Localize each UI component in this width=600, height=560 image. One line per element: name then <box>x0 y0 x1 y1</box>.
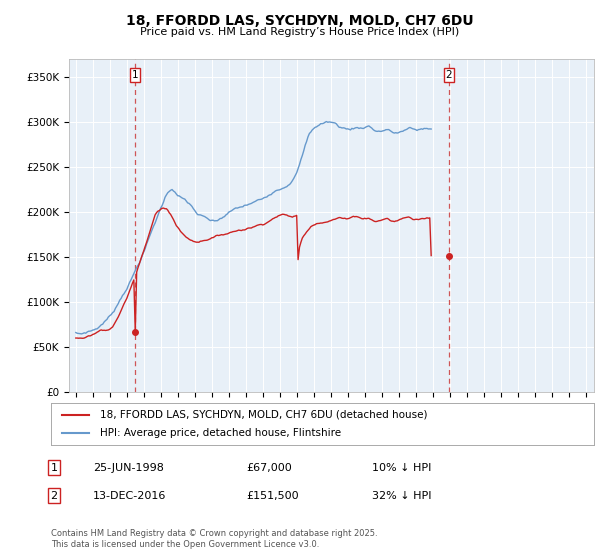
Text: Price paid vs. HM Land Registry’s House Price Index (HPI): Price paid vs. HM Land Registry’s House … <box>140 27 460 37</box>
Text: 13-DEC-2016: 13-DEC-2016 <box>93 491 166 501</box>
Text: 18, FFORDD LAS, SYCHDYN, MOLD, CH7 6DU: 18, FFORDD LAS, SYCHDYN, MOLD, CH7 6DU <box>126 14 474 28</box>
Text: £67,000: £67,000 <box>246 463 292 473</box>
Text: 25-JUN-1998: 25-JUN-1998 <box>93 463 164 473</box>
Text: 2: 2 <box>445 70 452 80</box>
Text: Contains HM Land Registry data © Crown copyright and database right 2025.
This d: Contains HM Land Registry data © Crown c… <box>51 529 377 549</box>
Text: £151,500: £151,500 <box>246 491 299 501</box>
Text: 2: 2 <box>50 491 58 501</box>
Text: HPI: Average price, detached house, Flintshire: HPI: Average price, detached house, Flin… <box>100 428 341 438</box>
Text: 10% ↓ HPI: 10% ↓ HPI <box>372 463 431 473</box>
Text: 32% ↓ HPI: 32% ↓ HPI <box>372 491 431 501</box>
Text: 1: 1 <box>50 463 58 473</box>
Text: 1: 1 <box>131 70 138 80</box>
Text: 18, FFORDD LAS, SYCHDYN, MOLD, CH7 6DU (detached house): 18, FFORDD LAS, SYCHDYN, MOLD, CH7 6DU (… <box>100 410 427 420</box>
